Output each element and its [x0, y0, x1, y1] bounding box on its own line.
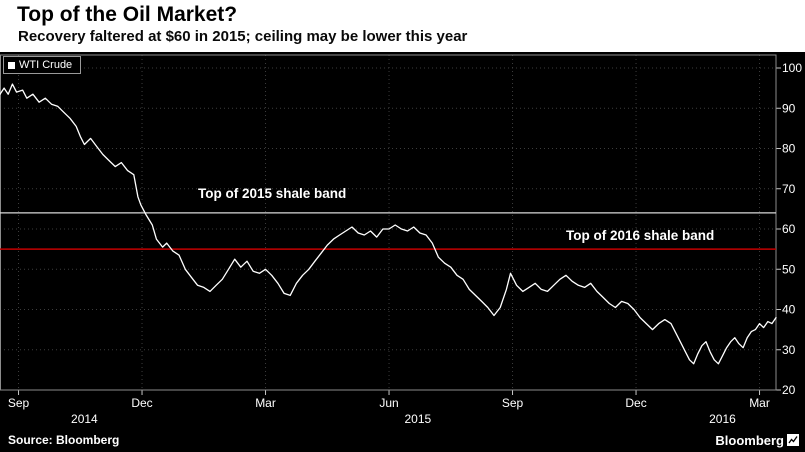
year-label: 2014 [71, 412, 98, 426]
x-axis-label: Dec [625, 396, 646, 410]
chart-title: Top of the Oil Market? [17, 3, 238, 26]
bloomberg-wordmark: Bloomberg [715, 432, 784, 448]
legend-label: WTI Crude [19, 59, 73, 71]
x-axis-label: Sep [8, 396, 30, 410]
wti-price-chart: 100 90 80 70 60 50 40 30 20 Sep Dec Mar Jun Sep Dec Mar… [0, 54, 802, 426]
annotation-top-2016-shale-band: Top of 2016 shale band [566, 228, 715, 243]
x-axis-label: Mar [749, 396, 770, 410]
y-axis-label: 70 [782, 182, 796, 196]
y-axis-label: 30 [782, 343, 796, 357]
legend-wti-crude: WTI Crude [3, 56, 82, 74]
x-axis-label: Jun [379, 396, 398, 410]
y-axis-label: 60 [782, 222, 796, 236]
annotation-top-2015-shale-band: Top of 2015 shale band [198, 186, 347, 201]
wti-price-line [0, 83, 777, 365]
year-label: 2016 [709, 412, 736, 426]
x-axis-label: Dec [131, 396, 152, 410]
y-axis-label: 20 [782, 383, 796, 397]
x-axis-label: Sep [502, 396, 524, 410]
chart-footer: Source: Bloomberg Bloomberg [0, 430, 805, 452]
x-axis-label: Mar [255, 396, 276, 410]
plot-frame [0, 54, 777, 391]
bloomberg-logo-icon [787, 434, 799, 446]
y-axis-label: 100 [782, 61, 802, 75]
y-axis-label: 80 [782, 142, 796, 156]
y-axis-label: 40 [782, 303, 796, 317]
y-axis-label: 90 [782, 101, 796, 115]
legend-swatch-icon [8, 61, 15, 69]
chart-area: 100 90 80 70 60 50 40 30 20 Sep Dec Mar Jun Sep Dec Mar… [0, 52, 805, 430]
chart-subtitle: Recovery faltered at $60 in 2015; ceilin… [18, 28, 468, 46]
year-label: 2015 [404, 412, 431, 426]
chart-header: Top of the Oil Market? Recovery faltered… [0, 0, 805, 52]
y-axis-label: 50 [782, 262, 796, 276]
source-label: Source: Bloomberg [8, 433, 120, 447]
bloomberg-brand: Bloomberg [715, 433, 799, 448]
